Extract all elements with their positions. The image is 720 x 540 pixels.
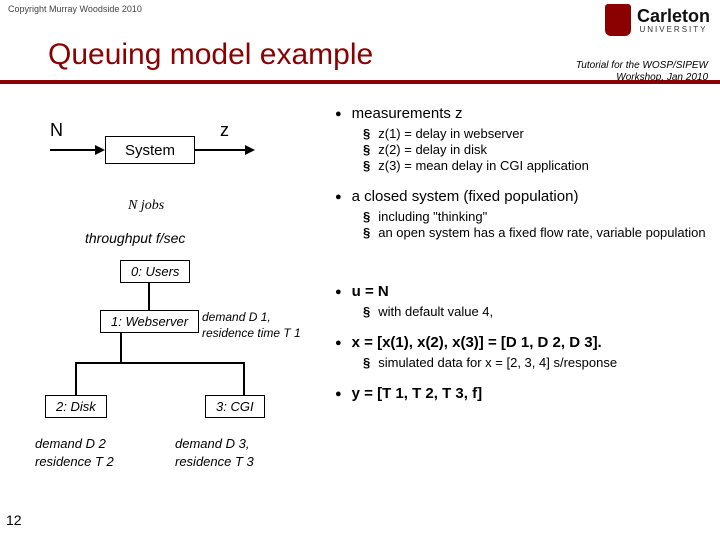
d2-a: demand D 2	[35, 435, 114, 453]
bullet-list: measurements z z(1) = delay in webserver…	[335, 105, 710, 406]
bullet-measurements: measurements z	[335, 105, 710, 122]
bullet-y: y = [T 1, T 2, T 3, f]	[335, 385, 710, 402]
page-title: Queuing model example	[48, 38, 373, 72]
d3-a: demand D 3,	[175, 435, 254, 453]
arrow-in-head	[95, 145, 105, 155]
logo-main-text: Carleton	[637, 6, 710, 27]
bullet-x: x = [x(1), x(2), x(3)] = [D 1, D 2, D 3]…	[335, 334, 710, 351]
tutorial-note: Tutorial for the WOSP/SIPEW Workshop, Ja…	[576, 60, 708, 84]
shield-icon	[605, 4, 631, 36]
conn-web-split-v	[120, 332, 122, 362]
arrow-in-line	[50, 149, 95, 151]
d2-b: residence T 2	[35, 453, 114, 471]
d1-a: demand D 1,	[202, 310, 301, 326]
bullet-open-system: an open system has a fixed flow rate, va…	[363, 225, 710, 240]
tutorial-l2: Workshop, Jan 2010	[576, 72, 708, 84]
demand-d1: demand D 1, residence time T 1	[202, 310, 301, 341]
n-label: N	[50, 120, 63, 141]
node-users: 0: Users	[120, 260, 190, 283]
arrow-out-head	[245, 145, 255, 155]
bullet-thinking: including "thinking"	[363, 209, 710, 224]
conn-split-h	[75, 362, 245, 364]
njobs-label: N jobs	[128, 198, 164, 214]
logo-sub-text: UNIVERSITY	[637, 25, 710, 34]
bullet-z1: z(1) = delay in webserver	[363, 126, 710, 141]
conn-to-cgi	[243, 362, 245, 395]
diagram: N z System N jobs throughput f/sec 0: Us…	[20, 100, 330, 500]
bullet-default4: with default value 4,	[363, 304, 710, 319]
node-disk: 2: Disk	[45, 395, 107, 418]
node-cgi: 3: CGI	[205, 395, 265, 418]
page-number: 12	[6, 512, 22, 528]
carleton-logo: Carleton UNIVERSITY	[605, 4, 710, 36]
tutorial-l1: Tutorial for the WOSP/SIPEW	[576, 60, 708, 72]
copyright-text: Copyright Murray Woodside 2010	[8, 4, 142, 14]
d3-b: residence T 3	[175, 453, 254, 471]
demand-d2: demand D 2 residence T 2	[35, 435, 114, 471]
node-webserver: 1: Webserver	[100, 310, 199, 333]
bullet-sim-data: simulated data for x = [2, 3, 4] s/respo…	[363, 355, 710, 370]
throughput-label: throughput f/sec	[85, 230, 185, 246]
bullet-closed-system: a closed system (fixed population)	[335, 188, 710, 205]
bullet-z2: z(2) = delay in disk	[363, 142, 710, 157]
bullet-un: u = N	[335, 283, 710, 300]
system-box: System	[105, 136, 195, 164]
bullet-z3: z(3) = mean delay in CGI application	[363, 158, 710, 173]
d1-b: residence time T 1	[202, 326, 301, 342]
z-label: z	[220, 120, 229, 141]
arrow-out-line	[195, 149, 250, 151]
conn-users-web	[148, 282, 150, 310]
conn-to-disk	[75, 362, 77, 395]
demand-d3: demand D 3, residence T 3	[175, 435, 254, 471]
